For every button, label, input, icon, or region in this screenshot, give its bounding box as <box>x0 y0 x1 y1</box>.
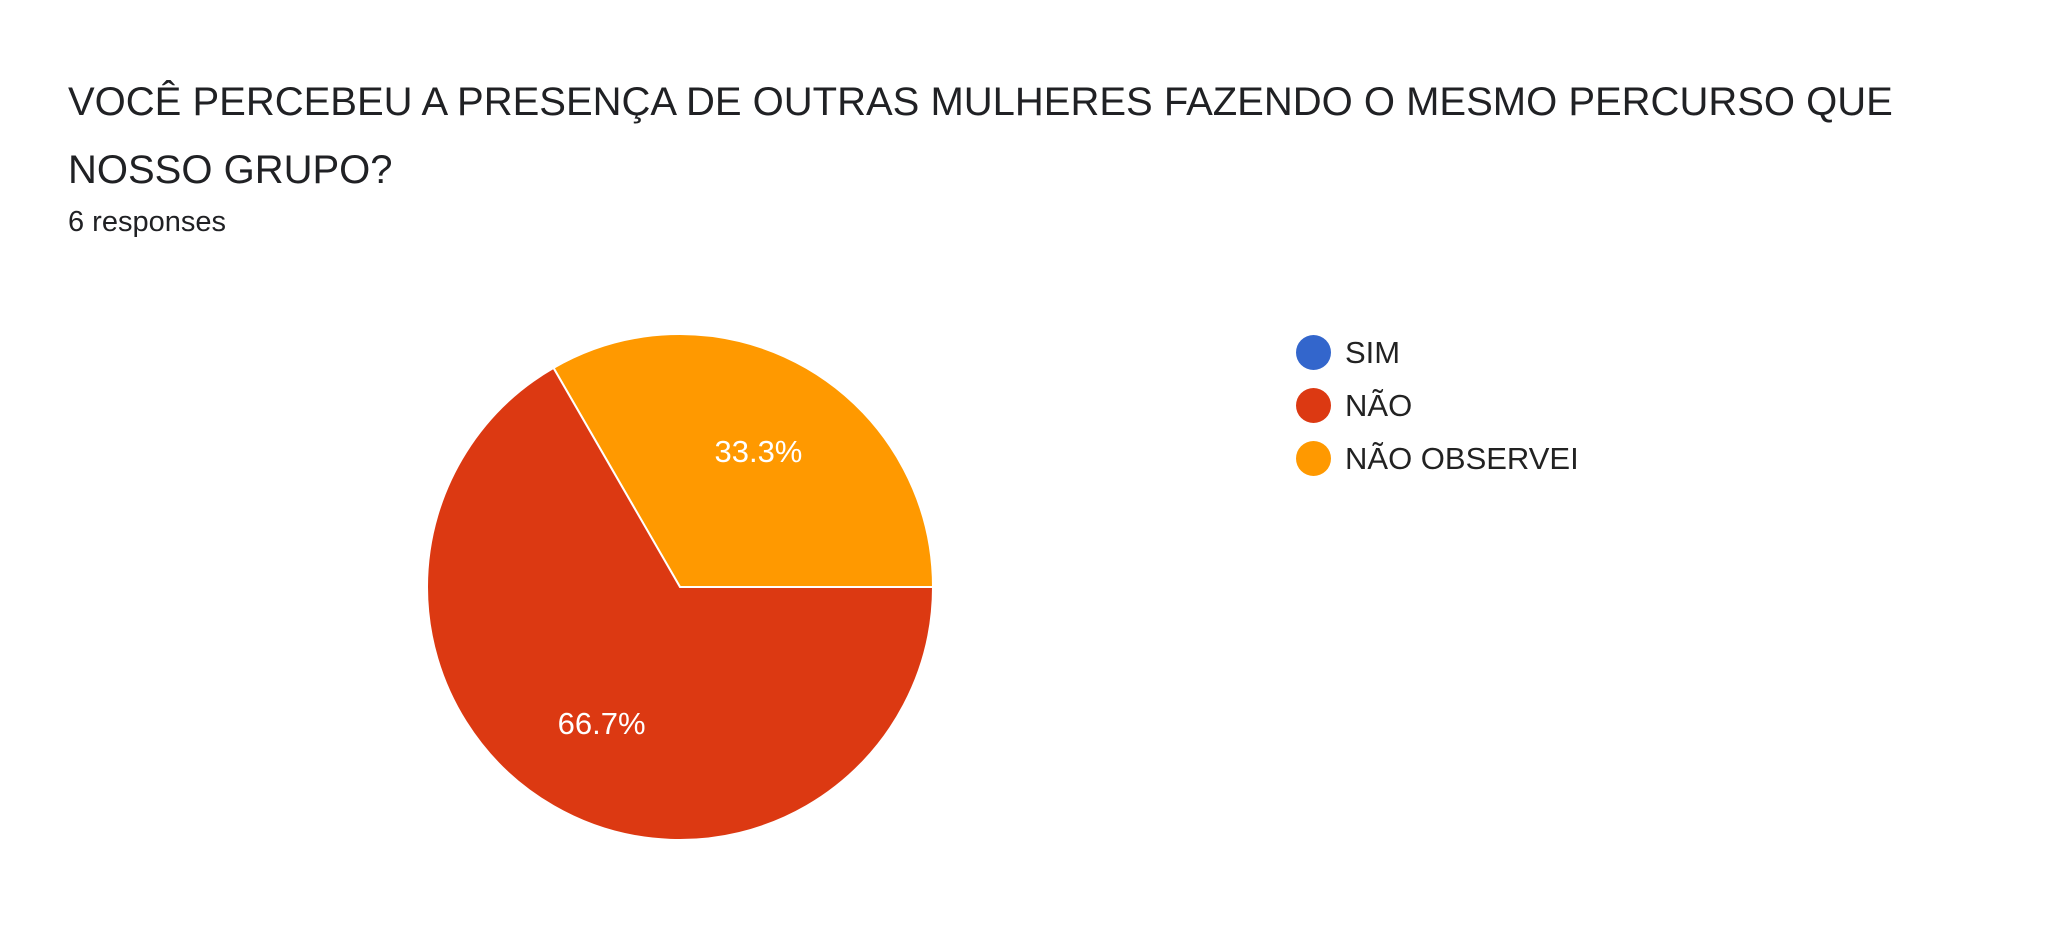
response-count: 6 responses <box>68 206 226 238</box>
legend-item-nao-observei[interactable]: NÃO OBSERVEI <box>1296 432 1579 485</box>
pie-slice-n-o[interactable] <box>426 366 935 842</box>
slice-label-n-o-observei: 33.3% <box>714 434 802 469</box>
legend-swatch-sim <box>1296 335 1331 370</box>
legend-label-sim: SIM <box>1345 334 1401 370</box>
question-title: VOCÊ PERCEBEU A PRESENÇA DE OUTRAS MULHE… <box>68 80 1893 192</box>
legend-label-nao-observei: NÃO OBSERVEI <box>1345 440 1579 476</box>
legend-item-sim[interactable]: SIM <box>1296 326 1579 379</box>
pie-slice-n-o-observei[interactable] <box>552 333 935 588</box>
legend-swatch-nao-observei <box>1296 441 1331 476</box>
pie-slice-labels: 33.3% 66.7% <box>558 434 803 741</box>
slice-label-n-o: 66.7% <box>558 706 646 741</box>
legend-item-nao[interactable]: NÃO <box>1296 379 1579 432</box>
legend-label-nao: NÃO <box>1345 387 1413 423</box>
pie-slices <box>426 333 935 842</box>
legend-swatch-nao <box>1296 388 1331 423</box>
chart-legend: SIM NÃO NÃO OBSERVEI <box>1296 326 1579 485</box>
